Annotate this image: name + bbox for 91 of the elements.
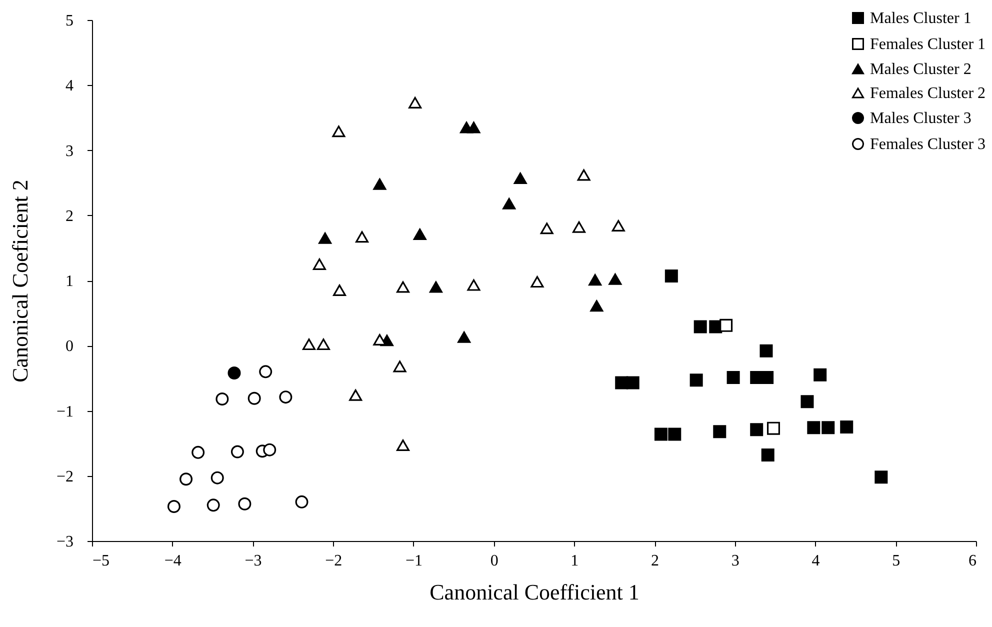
y-axis-title: Canonical Coeficient 2: [7, 180, 32, 382]
y-tick-label: 4: [66, 78, 74, 95]
x-tick-label: 0: [490, 552, 498, 570]
point: [429, 281, 442, 293]
point: [302, 338, 316, 350]
point: [393, 360, 406, 372]
point: [228, 366, 241, 380]
y-tick-label: −3: [56, 534, 74, 550]
point: [332, 126, 346, 138]
point: [316, 338, 330, 350]
y-tick-label: 2: [66, 208, 74, 225]
point: [626, 376, 640, 390]
x-tick-label: 6: [968, 552, 976, 570]
legend-label: Females Cluster 3: [870, 136, 986, 153]
point: [840, 420, 854, 434]
point: [572, 221, 586, 233]
point: [713, 425, 726, 438]
point: [807, 421, 820, 434]
point: [612, 220, 625, 232]
point: [540, 222, 554, 234]
point: [720, 318, 733, 332]
point: [238, 497, 252, 510]
point: [530, 276, 544, 288]
point: [167, 500, 180, 513]
point: [259, 365, 272, 378]
point: [766, 422, 780, 435]
point: [216, 392, 229, 406]
x-tick-label: 4: [812, 552, 820, 570]
point: [206, 498, 220, 512]
point: [726, 371, 740, 384]
y-tick-label: 3: [66, 142, 74, 160]
x-axis-title: Canonical Coefficient 1: [430, 580, 640, 604]
point: [750, 423, 764, 436]
point: [408, 96, 422, 108]
point: [690, 374, 703, 387]
point: [800, 395, 814, 408]
point: [192, 446, 205, 459]
point: [458, 331, 471, 343]
point: [608, 273, 622, 285]
point: [230, 445, 244, 458]
x-tick-label: −1: [405, 552, 422, 570]
point: [654, 428, 668, 441]
legend-label: Males Cluster 3: [870, 110, 972, 127]
point: [668, 428, 682, 441]
x-tick-label: −2: [325, 552, 342, 570]
y-tick-label: 5: [66, 12, 74, 30]
x-tick-label: 3: [731, 552, 740, 570]
point: [615, 376, 628, 390]
point: [588, 274, 602, 286]
point: [467, 122, 480, 134]
x-tick-label: 2: [651, 552, 660, 570]
legend-label: Males Cluster 1: [870, 10, 972, 27]
point: [356, 231, 369, 243]
y-tick-label: −1: [56, 403, 74, 420]
point: [396, 440, 410, 452]
point: [761, 448, 774, 462]
legend-label: Females Cluster 1: [870, 36, 986, 53]
y-tick-label: 1: [66, 273, 74, 290]
point: [577, 169, 590, 181]
point: [514, 172, 527, 184]
y-tick-label: −2: [56, 468, 74, 486]
point: [874, 470, 888, 484]
point: [349, 389, 362, 401]
point: [295, 495, 308, 508]
point: [396, 281, 410, 293]
point: [760, 344, 773, 358]
point: [333, 284, 346, 296]
point: [248, 392, 261, 405]
point: [814, 368, 827, 382]
x-tick-label: −3: [244, 552, 262, 570]
x-tick-label: 1: [570, 552, 579, 570]
point: [467, 279, 480, 291]
point: [822, 421, 835, 434]
point: [312, 258, 326, 270]
point: [694, 320, 707, 334]
point: [590, 300, 604, 312]
point: [180, 472, 193, 486]
point: [263, 443, 276, 456]
point: [502, 198, 516, 210]
x-tick-label: −4: [164, 552, 182, 570]
point: [373, 178, 386, 190]
legend-label: Females Cluster 2: [870, 85, 986, 102]
point: [210, 471, 224, 484]
point: [413, 228, 426, 240]
point: [318, 232, 332, 244]
legend-label: Males Cluster 2: [870, 61, 972, 78]
x-tick-label: −5: [92, 552, 110, 570]
y-tick-label: 0: [66, 338, 74, 356]
point: [279, 390, 292, 404]
point: [664, 269, 678, 282]
x-tick-label: 5: [892, 552, 900, 570]
